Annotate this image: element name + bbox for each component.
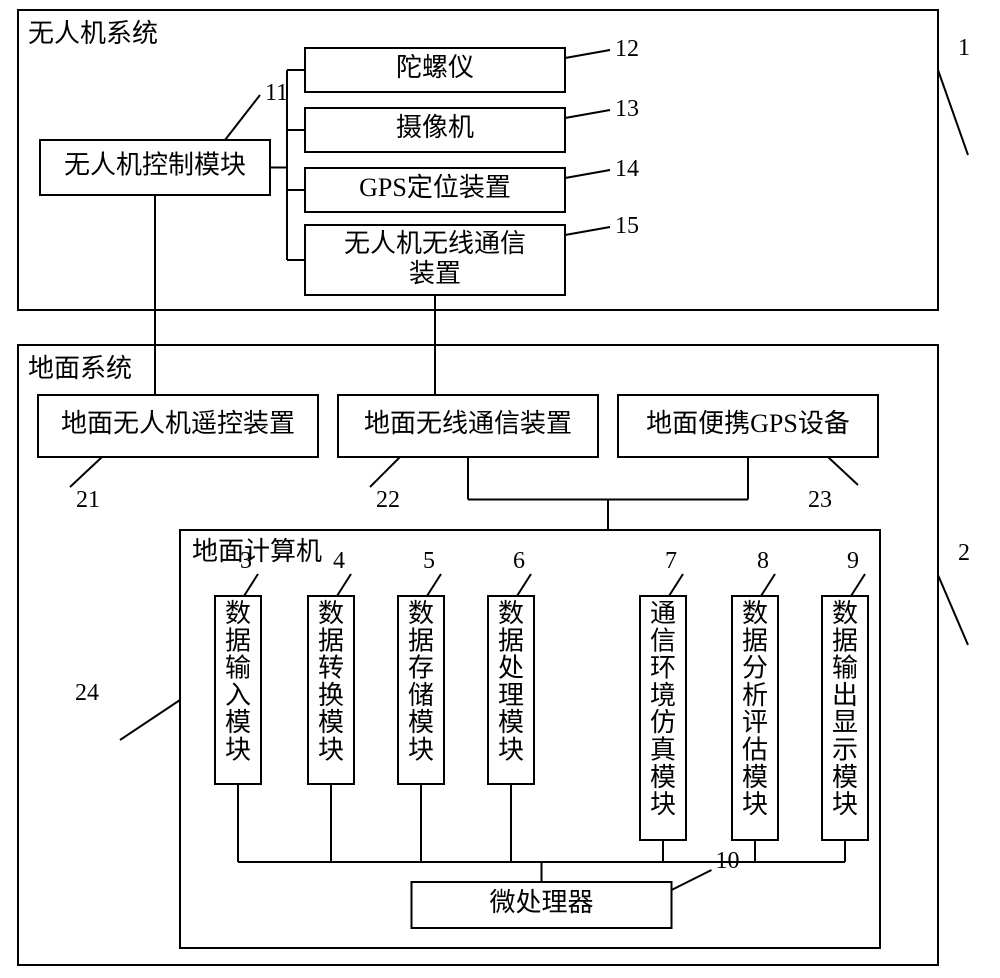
num-mod: 7 xyxy=(665,548,677,574)
svg-text:数据存储模块: 数据存储模块 xyxy=(408,599,434,765)
num-2: 2 xyxy=(958,540,970,566)
computer-title: 地面计算机 xyxy=(192,537,322,566)
svg-text:地面无人机遥控装置: 地面无人机遥控装置 xyxy=(61,409,295,438)
svg-text:数据处理模块: 数据处理模块 xyxy=(498,599,524,765)
num-10: 10 xyxy=(716,848,740,874)
num-21: 21 xyxy=(76,487,100,513)
svg-text:摄像机: 摄像机 xyxy=(396,113,474,142)
svg-text:地面便携GPS设备: 地面便携GPS设备 xyxy=(646,409,850,438)
num-23: 23 xyxy=(808,487,832,513)
leader-1 xyxy=(938,70,968,155)
svg-text:通信环境仿真模块: 通信环境仿真模块 xyxy=(650,599,676,819)
leader-2 xyxy=(938,575,968,645)
num-peripheral: 14 xyxy=(615,156,639,182)
num-24: 24 xyxy=(75,680,99,706)
svg-text:GPS定位装置: GPS定位装置 xyxy=(359,173,511,202)
num-mod: 6 xyxy=(513,548,525,574)
svg-text:数据分析评估模块: 数据分析评估模块 xyxy=(742,599,768,819)
svg-text:装置: 装置 xyxy=(409,259,461,288)
num-peripheral: 13 xyxy=(615,96,639,122)
num-peripheral: 12 xyxy=(615,36,639,62)
svg-text:无人机控制模块: 无人机控制模块 xyxy=(64,150,246,179)
num-mod: 9 xyxy=(847,548,859,574)
svg-text:微处理器: 微处理器 xyxy=(489,888,593,917)
svg-text:地面无线通信装置: 地面无线通信装置 xyxy=(364,409,572,438)
svg-text:数据输出显示模块: 数据输出显示模块 xyxy=(832,599,858,819)
num-mod: 5 xyxy=(423,548,435,574)
svg-text:数据输入模块: 数据输入模块 xyxy=(225,599,251,765)
num-mod: 8 xyxy=(757,548,769,574)
num-peripheral: 15 xyxy=(615,213,639,239)
bottom-system-title: 地面系统 xyxy=(28,354,132,383)
svg-text:数据转换模块: 数据转换模块 xyxy=(318,599,344,765)
svg-text:陀螺仪: 陀螺仪 xyxy=(396,53,474,82)
num-mod: 3 xyxy=(240,548,252,574)
num-mod: 4 xyxy=(333,548,345,574)
num-22: 22 xyxy=(376,487,400,513)
num-11: 11 xyxy=(265,80,288,106)
num-1: 1 xyxy=(958,35,970,61)
svg-text:无人机无线通信: 无人机无线通信 xyxy=(344,229,526,258)
top-system-title: 无人机系统 xyxy=(28,19,158,48)
